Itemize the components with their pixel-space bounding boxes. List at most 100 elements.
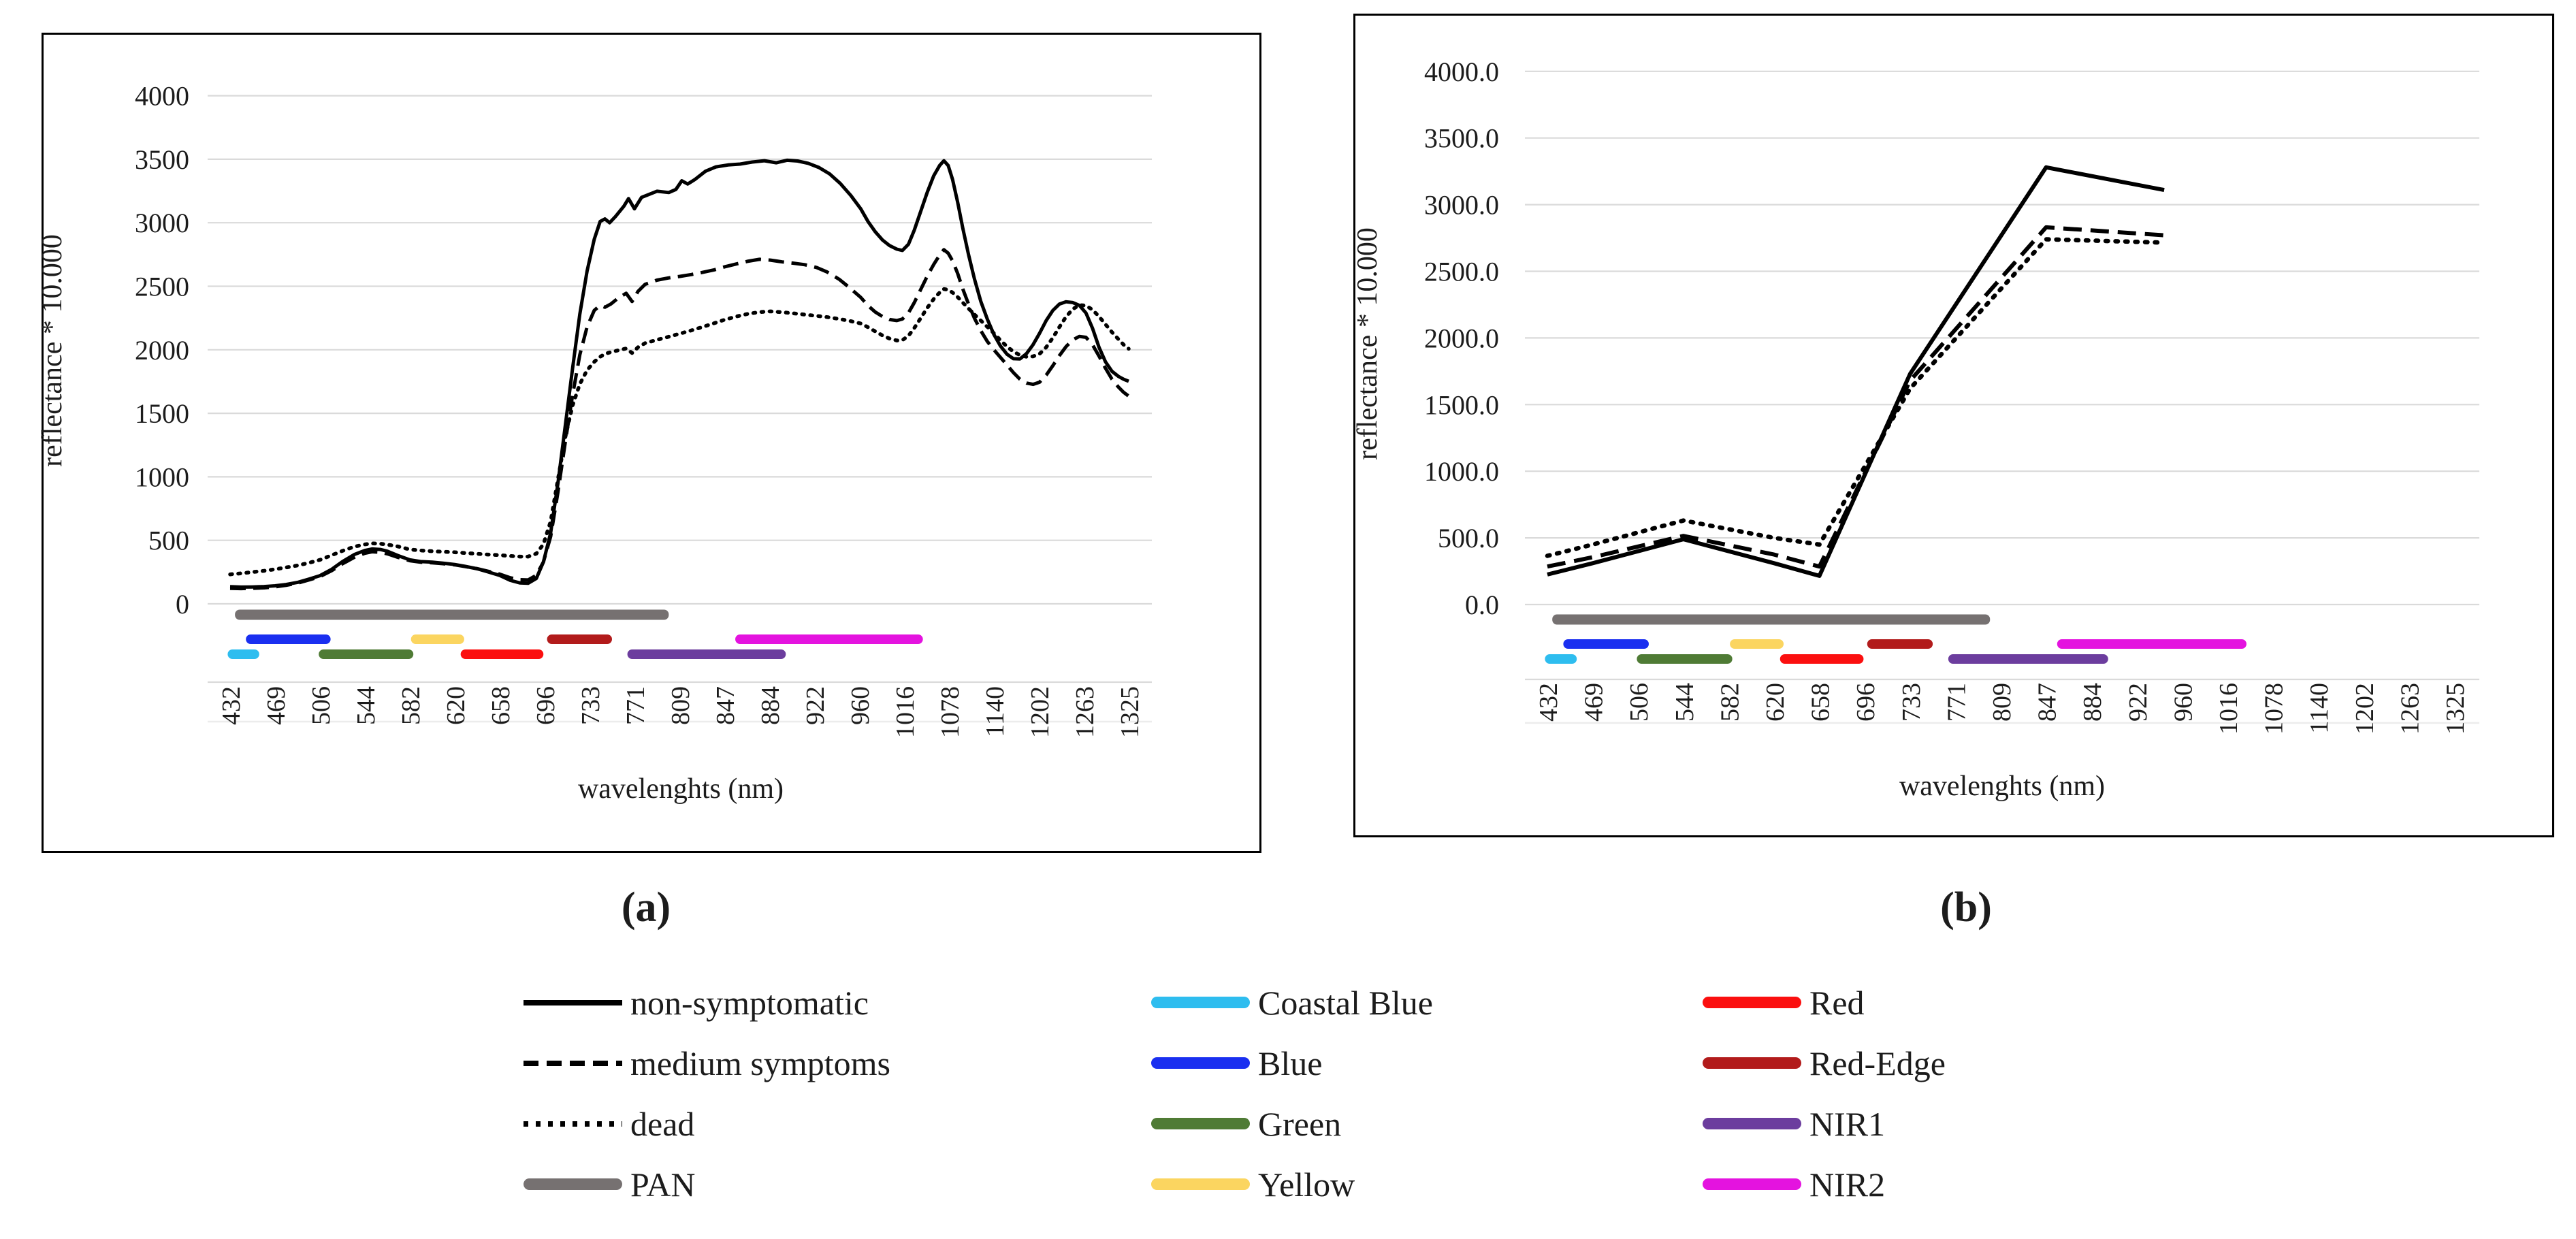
band-bar-nir2-b: [2057, 639, 2247, 649]
y-axis-title-b: reflectance * 10.000: [1352, 227, 1383, 460]
legend-label: non-symptomatic: [630, 983, 869, 1022]
legend-item-yellow: Yellow: [1151, 1154, 1433, 1214]
legend-label: Red-Edge: [1809, 1044, 1946, 1082]
x-tick-label-b: 809: [1988, 683, 2016, 722]
legend-label: Red: [1809, 983, 1865, 1022]
x-tick-label-a: 620: [442, 686, 470, 725]
legend-label: NIR2: [1809, 1165, 1886, 1204]
band-bar-yellow-b: [1730, 639, 1784, 649]
x-tick-label-a: 432: [217, 686, 246, 725]
band-bar-red-a: [460, 649, 544, 659]
legend-item-dead: dead: [524, 1093, 890, 1154]
x-tick-label-a: 884: [756, 686, 785, 725]
x-tick-label-b: 884: [2078, 683, 2107, 722]
band-bar-coastal-blue-b: [1545, 654, 1577, 664]
red-band-swatch: [1703, 997, 1801, 1008]
y-tick-label-a: 0: [176, 589, 189, 620]
x-tick-label-a: 469: [262, 686, 291, 725]
legend-item-nir1: NIR1: [1703, 1093, 1946, 1154]
x-tick-label-a: 1078: [936, 686, 965, 738]
x-tick-label-b: 658: [1807, 683, 1835, 722]
y-tick-label-a: 1500: [135, 398, 189, 429]
pan-band-swatch: [524, 1178, 622, 1190]
chart-panel-a: [42, 33, 1261, 853]
legend-item-red-edge: Red-Edge: [1703, 1033, 1946, 1093]
series-non-symptomatic-b: [1547, 165, 2165, 578]
legend-label: Blue: [1258, 1044, 1323, 1082]
yellow-band-swatch: [1151, 1178, 1250, 1190]
solid-line-swatch: [524, 999, 622, 1005]
y-tick-label-a: 2000: [135, 335, 189, 366]
legend-item-medium-symptoms: medium symptoms: [524, 1033, 890, 1093]
x-tick-label-a: 922: [801, 686, 830, 725]
y-tick-label-a: 3500: [135, 144, 189, 175]
x-tick-label-b: 733: [1897, 683, 1926, 722]
caption-b: (b): [1940, 884, 1992, 931]
x-axis-title-a: wavelenghts (nm): [578, 773, 784, 805]
x-tick-label-a: 1202: [1026, 686, 1054, 738]
x-tick-label-a: 582: [397, 686, 425, 725]
legend-item-coastal-blue: Coastal Blue: [1151, 972, 1433, 1033]
band-bar-yellow-a: [410, 634, 464, 644]
x-tick-label-b: 432: [1534, 683, 1563, 722]
series-dead-a: [228, 287, 1131, 577]
band-bar-blue-a: [246, 634, 331, 644]
x-tick-label-a: 847: [711, 686, 740, 725]
y-tick-label-b: 2000.0: [1424, 323, 1499, 353]
x-tick-label-a: 658: [487, 686, 515, 725]
x-tick-label-b: 771: [1942, 683, 1971, 722]
x-tick-label-a: 960: [846, 686, 875, 725]
x-tick-label-b: 922: [2124, 683, 2153, 722]
x-tick-label-a: 733: [577, 686, 605, 725]
x-tick-label-b: 469: [1580, 683, 1609, 722]
band-bar-red-edge-a: [547, 634, 612, 644]
legend-item-blue: Blue: [1151, 1033, 1433, 1093]
y-tick-label-b: 1500.0: [1424, 389, 1499, 420]
blue-band-swatch: [1151, 1057, 1250, 1069]
band-bar-green-b: [1637, 654, 1733, 664]
band-bar-green-a: [319, 649, 414, 659]
series-non-symptomatic-a: [229, 158, 1129, 589]
band-bar-nir1-b: [1948, 654, 2108, 664]
y-tick-label-b: 2500.0: [1424, 257, 1499, 287]
legend-item-green: Green: [1151, 1093, 1433, 1154]
x-tick-label-a: 696: [532, 686, 560, 725]
x-tick-label-b: 620: [1761, 683, 1790, 722]
y-tick-label-a: 1000: [135, 462, 189, 492]
y-tick-label-b: 0.0: [1465, 590, 1499, 620]
legend-label: dead: [630, 1104, 695, 1143]
green-band-swatch: [1151, 1118, 1250, 1129]
nir1-band-swatch: [1703, 1118, 1801, 1129]
band-bar-blue-b: [1563, 639, 1649, 649]
band-bar-nir1-a: [627, 649, 786, 659]
legend-item-nir2: NIR2: [1703, 1154, 1946, 1214]
band-bar-coastal-blue-a: [227, 649, 259, 659]
x-tick-label-b: 696: [1852, 683, 1880, 722]
x-tick-label-b: 1202: [2351, 683, 2379, 735]
x-tick-label-b: 1016: [2215, 683, 2243, 735]
legend-label: Coastal Blue: [1258, 983, 1433, 1022]
y-tick-label-b: 500.0: [1438, 523, 1499, 553]
x-tick-label-a: 506: [307, 686, 336, 725]
chart-a: 4000 3500 3000 2500 2000 1500 1000 500 0 432 469 50…: [37, 81, 1152, 805]
legend-column-lines: non-symptomatic medium symptoms dead PAN: [524, 972, 890, 1214]
y-axis-title-a: reflectance * 10.000: [37, 234, 68, 467]
x-tick-label-b: 847: [2033, 683, 2062, 722]
legend-column-bands-2: Red Red-Edge NIR1 NIR2: [1703, 972, 1946, 1214]
x-tick-label-a: 1016: [891, 686, 920, 738]
legend-item-red: Red: [1703, 972, 1946, 1033]
legend-label: medium symptoms: [630, 1044, 890, 1082]
y-tick-label-b: 3500.0: [1424, 123, 1499, 154]
x-tick-label-b: 1325: [2441, 683, 2470, 735]
y-tick-label-a: 2500: [135, 272, 189, 302]
x-tick-label-a: 809: [666, 686, 695, 725]
red-edge-band-swatch: [1703, 1057, 1801, 1069]
band-bar-red-edge-b: [1867, 639, 1933, 649]
x-tick-label-b: 1263: [2396, 683, 2424, 735]
legend-label: NIR1: [1809, 1104, 1886, 1143]
band-bar-nir2-a: [735, 634, 923, 644]
x-tick-label-a: 544: [352, 686, 381, 725]
y-tick-label-a: 4000: [135, 81, 189, 112]
x-tick-label-a: 1325: [1116, 686, 1144, 738]
